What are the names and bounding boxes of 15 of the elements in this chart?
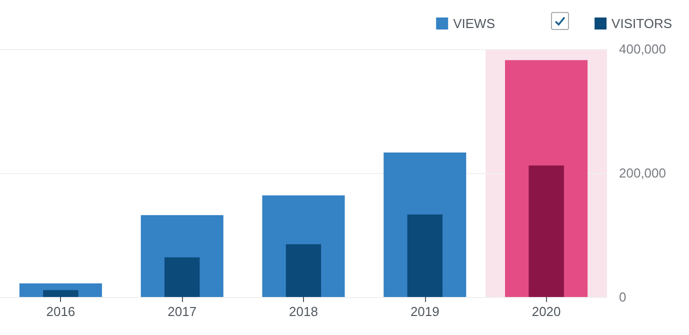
- x-tick-label: 2020: [532, 304, 561, 319]
- y-tick-label: 0: [619, 290, 626, 304]
- bar: [407, 214, 443, 297]
- bar: [164, 257, 200, 297]
- x-tick-label: 2019: [410, 304, 440, 319]
- y-tick-label: 200,000: [619, 166, 666, 180]
- y-tick-label: 400,000: [619, 42, 666, 56]
- x-tick-label: 2016: [46, 304, 76, 319]
- bar: [43, 290, 78, 297]
- legend-label: VIEWS: [453, 16, 496, 31]
- x-tick-label: 2018: [289, 304, 318, 319]
- legend-label: VISITORS: [612, 16, 672, 31]
- x-tick-label: 2017: [168, 304, 197, 319]
- bar: [286, 244, 322, 297]
- bar: [528, 166, 564, 297]
